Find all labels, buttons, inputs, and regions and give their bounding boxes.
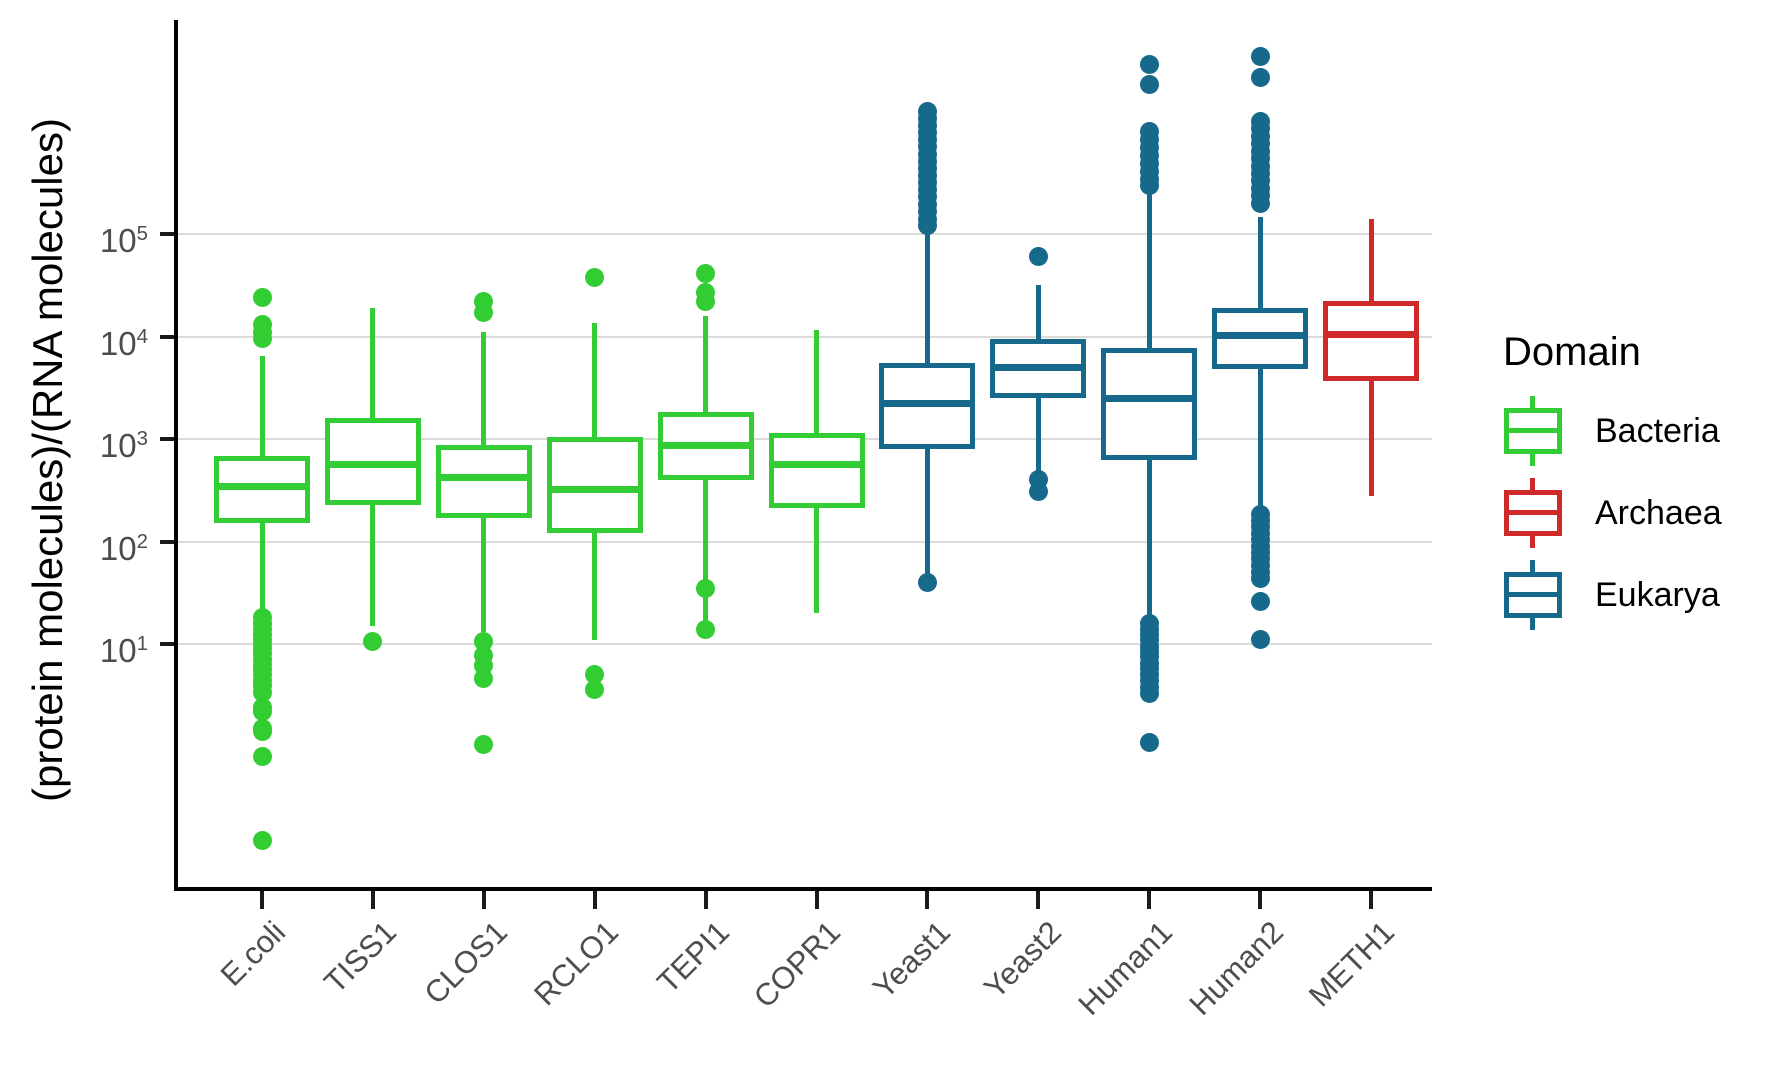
outlier-dot: [1139, 683, 1159, 703]
outlier-dot: [917, 216, 937, 236]
y-tick-mark: [160, 642, 178, 646]
gridline-10e1: [178, 643, 1432, 645]
x-tick-mark: [814, 891, 819, 909]
outlier-dot: [252, 701, 272, 721]
gridline-10e5: [178, 233, 1432, 235]
key-median: [1509, 428, 1557, 433]
outlier-dot: [696, 578, 716, 598]
x-tick-mark: [481, 891, 486, 909]
median-Yeast2: [995, 363, 1082, 371]
box-CLOS1: [435, 444, 532, 518]
outlier-dot: [1028, 247, 1048, 267]
legend: Domain Bacteria Archaea Eukarya: [1503, 330, 1784, 632]
median-Human1: [1106, 394, 1193, 402]
median-TEPI1: [662, 441, 749, 449]
outlier-dot: [1139, 74, 1159, 94]
legend-title: Domain: [1503, 330, 1641, 374]
median-METH1: [1328, 330, 1414, 338]
x-tick-mark: [1147, 891, 1152, 909]
x-tick-mark: [592, 891, 597, 909]
boxplot-key-icon: [1503, 560, 1563, 630]
outlier-dot: [474, 734, 494, 754]
y-tick-label: 102: [99, 529, 148, 567]
legend-item-label: Archaea: [1595, 493, 1722, 532]
x-tick-mark: [1036, 891, 1041, 909]
y-axis-spine: [174, 20, 178, 891]
boxplot-key-icon: [1503, 396, 1563, 466]
outlier-dot: [585, 267, 605, 287]
outlier-dot: [1028, 481, 1048, 501]
y-tick-mark: [160, 437, 178, 441]
median-RCLO1: [551, 486, 638, 494]
median-TISS1: [329, 461, 416, 469]
key-whisker-bottom: [1530, 536, 1535, 548]
outlier-dot: [252, 682, 272, 702]
median-E.coli: [219, 482, 305, 490]
boxplot-key-icon: [1503, 478, 1563, 548]
y-tick-label: 101: [99, 632, 148, 669]
x-tick-mark: [1258, 891, 1263, 909]
key-median: [1509, 592, 1557, 597]
outlier-dot: [696, 619, 716, 639]
y-tick-mark: [160, 232, 178, 236]
outlier-dot: [1139, 55, 1159, 75]
outlier-dot: [696, 291, 716, 311]
key-whisker-top: [1530, 478, 1535, 490]
outlier-dot: [1250, 568, 1270, 588]
legend-items: Bacteria Archaea Eukarya: [1503, 394, 1784, 632]
box-RCLO1: [546, 436, 643, 534]
key-whisker-top: [1530, 396, 1535, 408]
outlier-dot: [1250, 67, 1270, 87]
key-whisker-top: [1530, 560, 1535, 572]
outlier-dot: [585, 665, 605, 685]
y-tick-mark: [160, 334, 178, 339]
key-whisker-bottom: [1530, 618, 1535, 630]
outlier-dot: [363, 632, 383, 652]
outlier-dot: [252, 329, 272, 349]
outlier-dot: [1250, 591, 1270, 611]
legend-item-label: Eukarya: [1595, 575, 1720, 614]
box-METH1: [1323, 301, 1419, 381]
outlier-dot: [252, 831, 272, 851]
median-COPR1: [773, 461, 860, 469]
gridline-10e4: [178, 335, 1432, 338]
box-Human1: [1101, 348, 1198, 461]
x-tick-mark: [1369, 891, 1373, 909]
key-median: [1509, 510, 1557, 515]
median-Human2: [1217, 332, 1304, 340]
outlier-dot: [917, 572, 937, 592]
outlier-dot: [252, 722, 272, 742]
outlier-dot: [1250, 630, 1270, 650]
outlier-dot: [1250, 193, 1270, 213]
legend-item-archaea: Archaea: [1503, 476, 1784, 550]
gridline-10e2: [178, 540, 1432, 543]
outlier-dot: [474, 303, 494, 323]
outlier-dot: [585, 679, 605, 699]
outlier-dot: [474, 669, 494, 689]
y-tick-label: 104: [99, 324, 148, 362]
key-whisker-bottom: [1530, 454, 1535, 466]
x-tick-mark: [703, 891, 708, 909]
y-tick-mark: [160, 539, 178, 544]
x-tick-mark: [370, 891, 375, 909]
x-tick-mark: [925, 891, 930, 909]
outlier-dot: [252, 746, 272, 766]
outlier-dot: [1250, 46, 1270, 66]
legend-item-label: Bacteria: [1595, 411, 1720, 450]
legend-item-bacteria: Bacteria: [1503, 394, 1784, 468]
y-tick-label: 105: [99, 222, 148, 259]
outlier-dot: [1139, 732, 1159, 752]
outlier-dot: [252, 288, 272, 308]
x-axis-spine: [174, 887, 1432, 891]
legend-item-eukarya: Eukarya: [1503, 558, 1784, 632]
outlier-dot: [696, 264, 716, 284]
median-Yeast1: [884, 400, 971, 408]
outlier-dot: [1139, 175, 1159, 195]
x-tick-mark: [260, 891, 264, 909]
box-COPR1: [768, 432, 865, 509]
y-tick-label: 103: [99, 427, 148, 464]
median-CLOS1: [440, 474, 527, 482]
